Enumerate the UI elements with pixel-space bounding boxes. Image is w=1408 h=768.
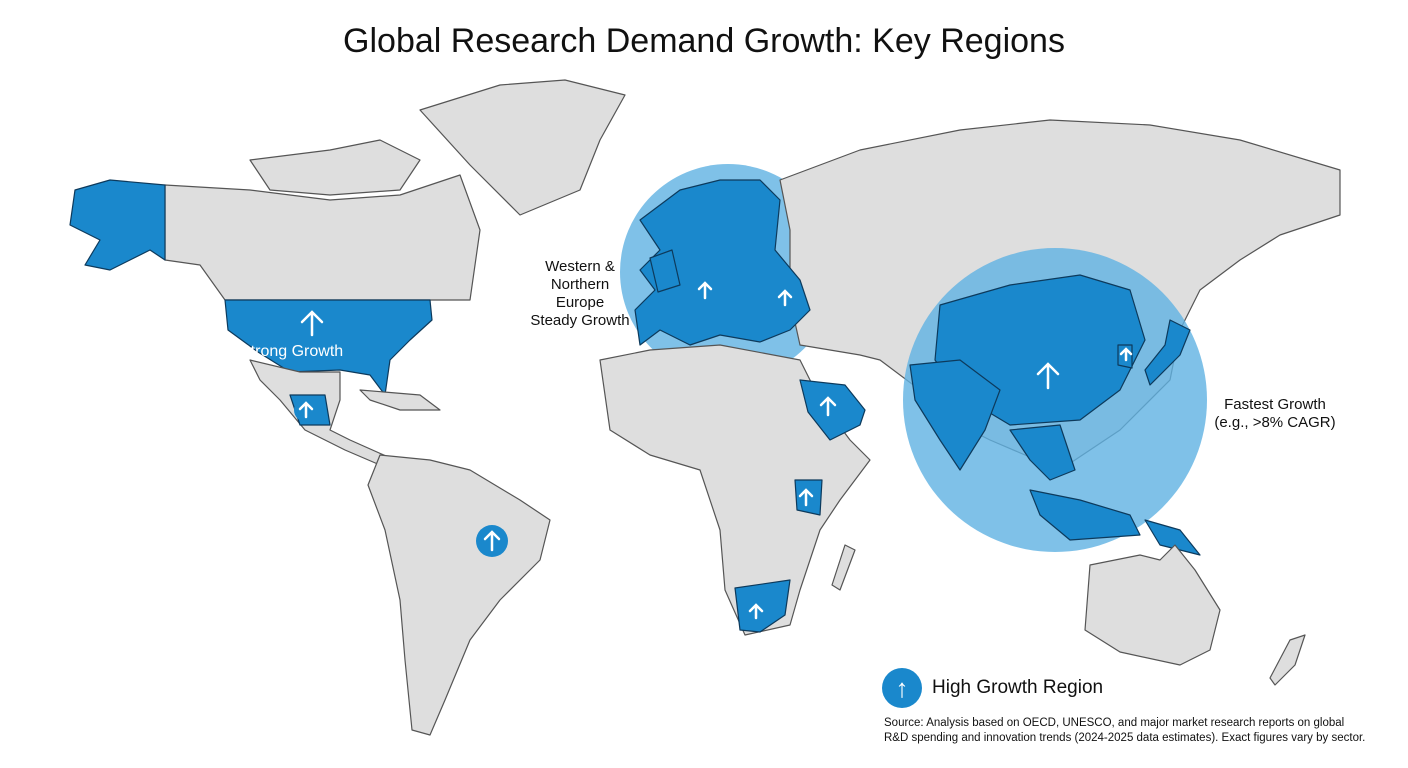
europe-label-line: Northern <box>550 276 610 293</box>
uk <box>649 249 681 293</box>
southeast-asia <box>1009 424 1076 481</box>
legend-label: High Growth Region <box>932 677 1104 698</box>
caribbean <box>359 389 441 411</box>
source-line: Source: Analysis based on OECD, UNESCO, … <box>884 717 1345 729</box>
arrow-up-icon: ↑ <box>882 668 922 708</box>
asia-label-line: Fastest Growth <box>1224 396 1326 413</box>
australia <box>1084 544 1221 666</box>
arrow-up-icon <box>798 488 814 507</box>
united-states <box>224 299 433 396</box>
kenya <box>794 479 823 516</box>
north-america-label: Strong Growth <box>240 343 344 360</box>
new-zealand <box>1269 634 1306 686</box>
arrow-up-icon <box>1036 362 1060 390</box>
asia-label: Fastest Growth (e.g., >8% CAGR) <box>1210 396 1340 432</box>
source-note: Source: Analysis based on OECD, UNESCO, … <box>884 716 1394 746</box>
arrow-up-icon <box>300 310 324 337</box>
canada <box>164 174 481 301</box>
madagascar <box>831 544 856 591</box>
map-title: Global Research Demand Growth: Key Regio… <box>343 22 1065 60</box>
europe <box>634 179 811 346</box>
papua-new-guinea <box>1144 519 1201 556</box>
europe-label-line: Steady Growth <box>530 312 630 329</box>
japan <box>1144 319 1191 386</box>
india <box>909 359 1001 471</box>
south-africa <box>734 579 791 633</box>
saudi-arabia <box>799 379 866 441</box>
arrow-up-icon <box>294 398 318 422</box>
arrow-up-icon <box>1119 347 1133 362</box>
asia-label-line: (e.g., >8% CAGR) <box>1214 414 1336 431</box>
greenland <box>419 79 626 216</box>
europe-label: Western & Northern Europe Steady Growth <box>510 258 650 330</box>
arrow-up-icon <box>819 396 837 417</box>
legend: ↑ High Growth Region <box>882 668 1103 708</box>
arrow-up-icon <box>476 525 508 557</box>
arrow-markers <box>294 281 1133 620</box>
indonesia <box>1029 489 1141 541</box>
arrow-up-icon <box>777 289 793 307</box>
europe-label-line: Europe <box>555 294 605 311</box>
africa <box>599 344 871 636</box>
arctic-islands <box>249 139 421 196</box>
source-line: R&D spending and innovation trends (2024… <box>884 732 1366 744</box>
arrow-up-icon <box>697 281 713 300</box>
arrow-up-icon <box>748 603 764 620</box>
south-america <box>367 454 551 736</box>
alaska <box>69 179 166 271</box>
europe-label-line: Western & <box>545 258 615 275</box>
